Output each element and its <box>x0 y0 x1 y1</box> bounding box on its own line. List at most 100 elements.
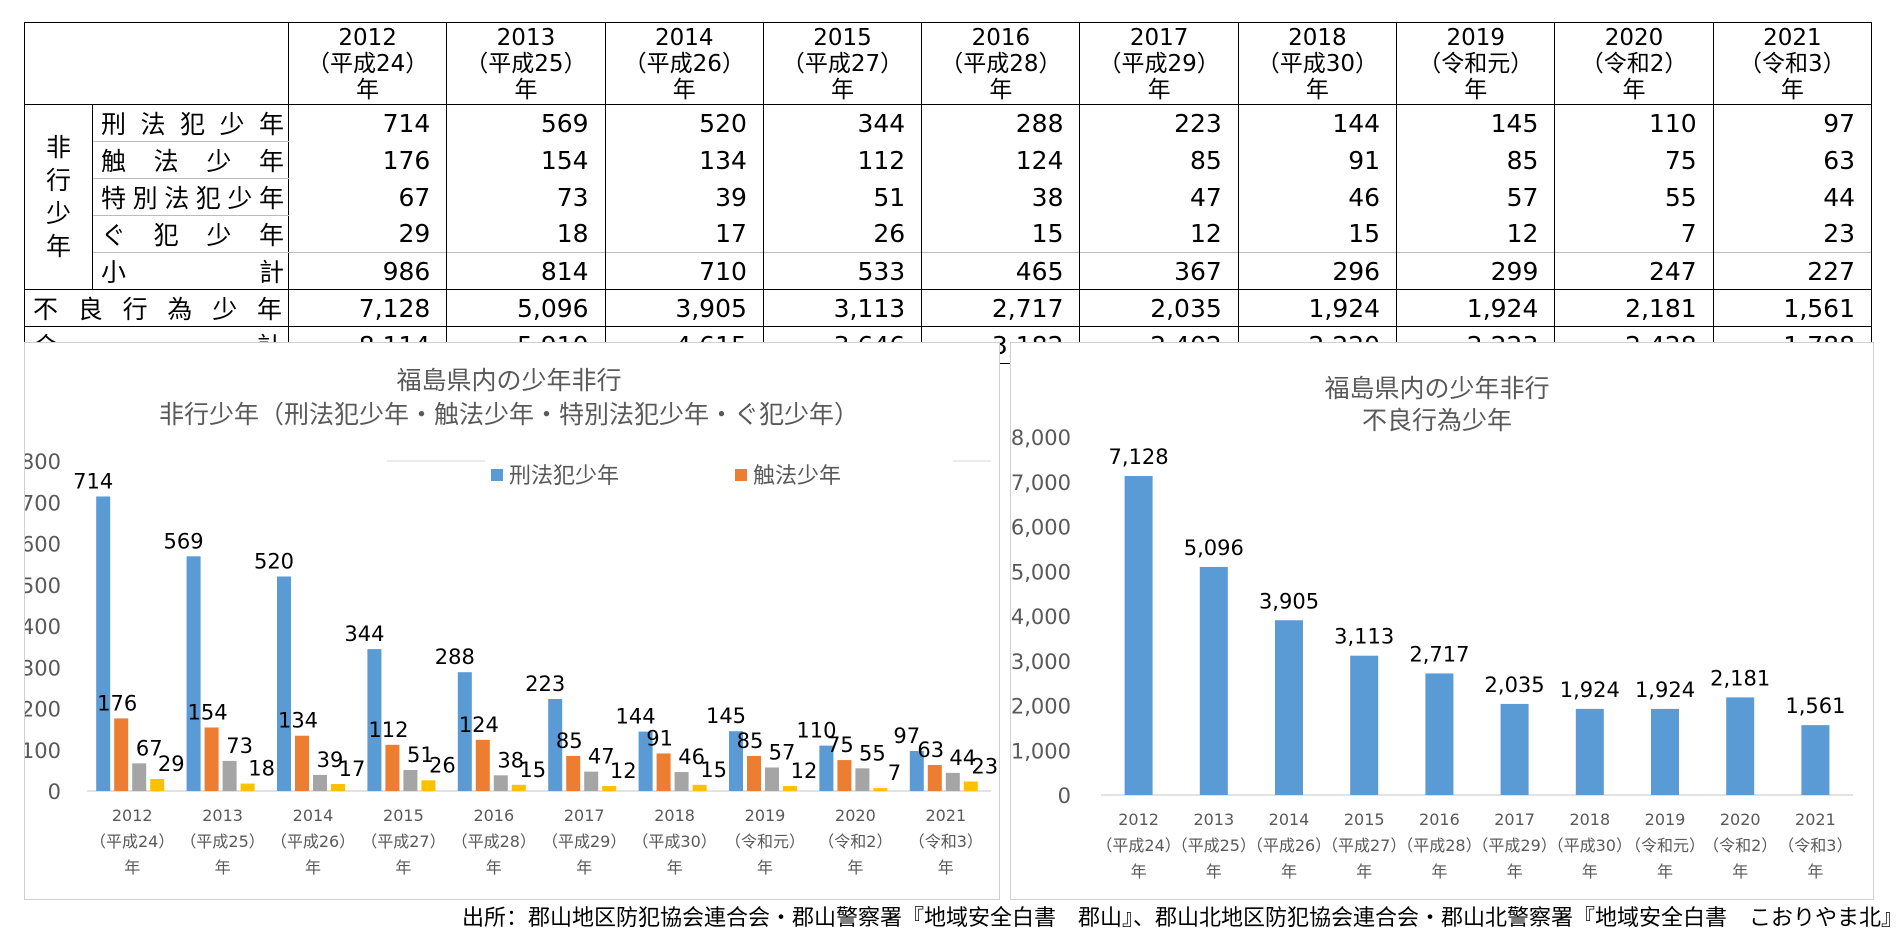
chart-misconduct-juveniles: 福島県内の少年非行 不良行為少年 0 1,000 2,000 3,000 4,000 5,00… <box>1010 342 1874 900</box>
table-cell: 97 <box>1712 104 1873 142</box>
x-tick-label: 2021 <box>925 806 966 825</box>
table-cell: 67 <box>287 178 448 216</box>
y-tick-label: 500 <box>25 574 61 598</box>
y-tick-label: 4,000 <box>1011 605 1071 629</box>
table-cell: 75 <box>1554 141 1714 179</box>
bar <box>1425 673 1454 795</box>
data-label: 145 <box>706 704 746 728</box>
bar <box>150 779 165 791</box>
data-label: 26 <box>429 753 456 777</box>
bar <box>222 760 237 791</box>
group-label-char: 行 <box>45 166 71 195</box>
x-tick-label: （平成28） <box>1397 836 1481 855</box>
data-label: 85 <box>556 729 583 753</box>
bar <box>638 731 653 791</box>
x-tick-label: 2012 <box>1118 810 1159 829</box>
table-cell: 63 <box>1712 141 1873 179</box>
table-row: ぐ犯少年 29 18 17 26 15 12 15 12 7 23 <box>25 215 1873 253</box>
bar <box>1124 476 1153 795</box>
y-tick-label: 100 <box>25 739 61 763</box>
row-label: 特別法犯少年 <box>92 178 289 216</box>
table-cell: 533 <box>762 252 923 290</box>
x-tick-label: 年 <box>1732 862 1748 881</box>
data-label: 38 <box>497 748 524 772</box>
table-cell: 2,717 <box>921 289 1081 327</box>
data-label: 344 <box>344 622 384 646</box>
table-cell: 223 <box>1079 104 1239 142</box>
x-tick-label: 年 <box>757 858 773 877</box>
data-label: 223 <box>525 672 565 696</box>
bar <box>819 745 834 791</box>
data-label: 15 <box>700 758 727 782</box>
bar <box>240 783 255 791</box>
bar <box>548 699 563 791</box>
x-tick-label: （平成26） <box>271 832 355 851</box>
table-cell: 7 <box>1554 215 1714 253</box>
bar <box>963 781 978 791</box>
x-tick-label: （平成25） <box>1172 836 1256 855</box>
table-cell: 2,181 <box>1554 289 1714 327</box>
y-tick-label: 200 <box>25 698 61 722</box>
data-label: 1,924 <box>1635 678 1695 702</box>
bar <box>1199 566 1228 795</box>
group-label-cell: 非行少年 <box>24 104 93 290</box>
table-cell: 112 <box>762 141 923 179</box>
x-tick-label: 年 <box>667 858 683 877</box>
table-cell: 110 <box>1554 104 1714 142</box>
table-cell: 3,113 <box>762 289 923 327</box>
data-label: 67 <box>136 736 163 760</box>
y-tick-label: 800 <box>25 450 61 474</box>
table-cell: 15 <box>1237 215 1398 253</box>
y-tick-label: 7,000 <box>1011 471 1071 495</box>
table-cell: 5,096 <box>446 289 606 327</box>
x-tick-label: 年 <box>1657 862 1673 881</box>
x-tick-label: （令和元） <box>1625 836 1705 855</box>
data-label: 55 <box>859 741 886 765</box>
year-header: 2015 （平成27）年 <box>762 22 923 105</box>
bar <box>909 750 924 791</box>
x-tick-label: （平成24） <box>90 832 174 851</box>
chart1-subtitle: 非行少年（刑法犯少年・触法少年・特別法犯少年・ぐ犯少年） <box>159 400 859 429</box>
data-label: 288 <box>435 645 475 669</box>
table-cell: 714 <box>287 104 448 142</box>
x-tick-label: 2020 <box>1720 810 1761 829</box>
bar <box>873 788 888 791</box>
bar <box>204 727 219 791</box>
bar <box>277 576 291 791</box>
table-cell: 227 <box>1712 252 1873 290</box>
table-cell: 29 <box>287 215 448 253</box>
subtotal-row: 小計 986 814 710 533 465 367 296 299 247 227 <box>25 252 1873 290</box>
bar <box>114 718 129 791</box>
table-cell: 23 <box>1712 215 1873 253</box>
bar <box>837 760 852 791</box>
bar <box>765 767 779 791</box>
x-tick-label: 2021 <box>1795 810 1836 829</box>
table-body: 非行少年刑法犯少年 714 569 520 344 288 223 144 145 110 97 触法… <box>24 104 1873 364</box>
table-cell: 12 <box>1079 215 1239 253</box>
table-cell: 91 <box>1237 141 1398 179</box>
data-label: 39 <box>317 748 344 772</box>
row-label: 刑法犯少年 <box>92 104 289 142</box>
data-label: 144 <box>616 705 656 729</box>
group-label-char: 年 <box>45 232 71 261</box>
bar <box>1651 708 1679 795</box>
x-tick-label: 年 <box>1281 862 1297 881</box>
table-cell: 465 <box>921 252 1081 290</box>
table-cell: 144 <box>1237 104 1398 142</box>
table-cell: 85 <box>1396 141 1556 179</box>
table-cell: 26 <box>762 215 923 253</box>
x-tick-label: 年 <box>1356 862 1372 881</box>
bar <box>692 784 707 791</box>
data-label: 1,924 <box>1560 678 1620 702</box>
bar <box>457 672 472 791</box>
x-tick-label: （令和2） <box>1703 836 1777 855</box>
table-row: 非行少年刑法犯少年 714 569 520 344 288 223 144 145 110 97 <box>24 104 1873 290</box>
x-tick-label: 年 <box>1807 862 1823 881</box>
table-cell: 288 <box>921 104 1081 142</box>
x-tick-label: 年 <box>395 858 411 877</box>
year-header: 2016 （平成28）年 <box>921 22 1081 105</box>
data-label: 75 <box>827 733 854 757</box>
bar <box>656 753 671 791</box>
